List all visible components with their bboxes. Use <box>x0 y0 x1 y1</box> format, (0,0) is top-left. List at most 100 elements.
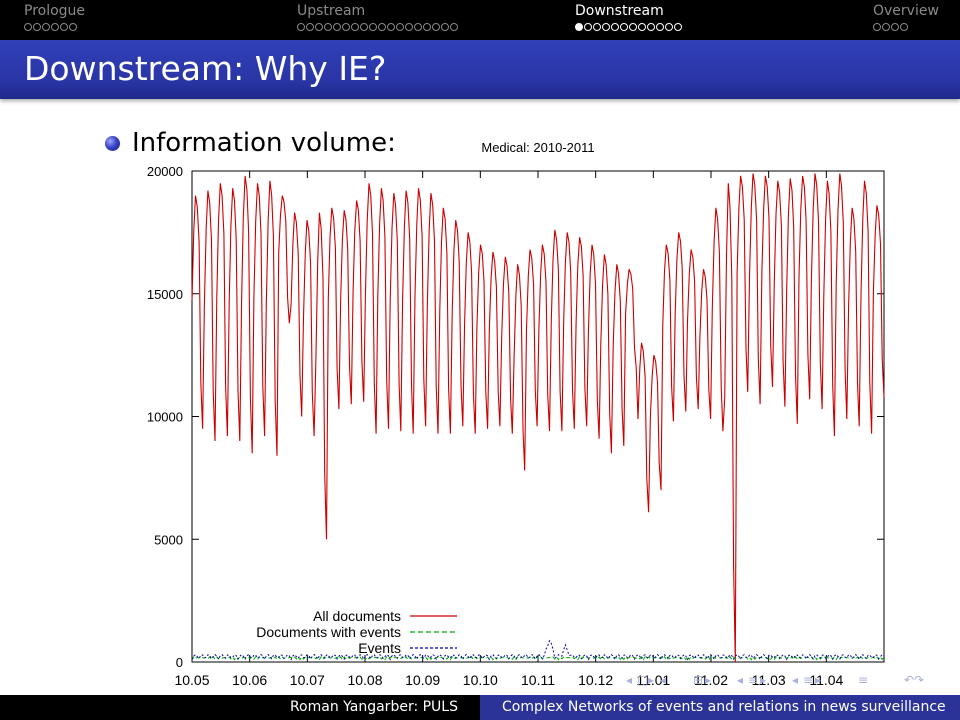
nav-symbol-icon[interactable]: ◂ <box>792 673 799 687</box>
plot-frame <box>191 170 885 663</box>
nav-section-downstream[interactable]: Downstream <box>575 3 682 31</box>
nav-symbol-icon[interactable]: □ <box>637 673 649 687</box>
nav-subsection-dot[interactable] <box>882 23 890 31</box>
nav-subsection-dot[interactable] <box>351 23 359 31</box>
nav-subsection-dot[interactable] <box>611 23 619 31</box>
nav-subsection-dot[interactable] <box>665 23 673 31</box>
nav-subsection-dot[interactable] <box>432 23 440 31</box>
bullet-text: Information volume: <box>132 128 396 158</box>
legend-label: Events <box>358 640 401 656</box>
nav-symbol-icon[interactable]: ▸ <box>815 673 822 687</box>
nav-subsection-dot[interactable] <box>891 23 899 31</box>
nav-symbol-icon[interactable]: ⊟ <box>693 673 704 687</box>
nav-subsection-dot[interactable] <box>315 23 323 31</box>
nav-subsection-dot[interactable] <box>297 23 305 31</box>
nav-subsection-dots[interactable] <box>24 23 85 31</box>
nav-subsection-dot[interactable] <box>620 23 628 31</box>
x-tick-label: 11.01 <box>636 672 670 688</box>
x-tick-label: 11.03 <box>752 672 786 688</box>
nav-subsection-dots[interactable] <box>575 23 682 31</box>
section-navigation-bar: Prologue Upstream Downstream Overview <box>0 0 960 40</box>
nav-section-prologue[interactable]: Prologue <box>24 3 85 31</box>
nav-subsection-dot[interactable] <box>575 23 583 31</box>
y-tick-label: 20000 <box>147 164 183 179</box>
nav-symbol-icon[interactable]: ↶↷ <box>904 673 925 687</box>
series-line-documents-with-events <box>191 655 885 661</box>
footer-talk-title: Complex Networks of events and relations… <box>502 699 946 715</box>
series-line-all-documents <box>191 173 885 663</box>
x-tick-label: 10.06 <box>232 672 267 688</box>
nav-subsection-dots[interactable] <box>873 23 939 31</box>
x-tick-label: 11.02 <box>694 672 728 688</box>
y-tick-label: 10000 <box>147 410 183 425</box>
nav-symbol-icon[interactable]: ≡ <box>858 673 869 687</box>
nav-section-upstream[interactable]: Upstream <box>297 3 458 31</box>
nav-symbol-icon[interactable]: ≡ <box>803 673 814 687</box>
frame-title-bar: Downstream: Why IE? <box>0 40 960 99</box>
x-tick-label: 10.08 <box>347 672 382 688</box>
nav-subsection-dot[interactable] <box>656 23 664 31</box>
x-tick-label: 10.10 <box>463 672 498 688</box>
nav-subsection-dot[interactable] <box>333 23 341 31</box>
nav-subsection-dot[interactable] <box>674 23 682 31</box>
nav-subsection-dot[interactable] <box>60 23 68 31</box>
nav-subsection-dot[interactable] <box>324 23 332 31</box>
x-tick-label: 11.04 <box>809 672 843 688</box>
nav-subsection-dot[interactable] <box>69 23 77 31</box>
nav-subsection-dot[interactable] <box>378 23 386 31</box>
x-tick-label: 10.05 <box>174 672 209 688</box>
x-tick-label: 10.11 <box>521 672 555 688</box>
nav-symbol-icon[interactable]: ▸ <box>705 673 712 687</box>
bullet-ball-icon <box>105 136 120 151</box>
footer-author-bar: Roman Yangarber: PULS <box>0 695 480 720</box>
nav-symbol-icon[interactable]: ◂ <box>660 673 667 687</box>
nav-subsection-dot[interactable] <box>414 23 422 31</box>
nav-subsection-dot[interactable] <box>42 23 50 31</box>
nav-symbol-icon[interactable]: ▸ <box>760 673 767 687</box>
footer-talk-bar: Complex Networks of events and relations… <box>480 695 960 720</box>
nav-subsection-dot[interactable] <box>593 23 601 31</box>
nav-symbol-icon[interactable]: ≡ <box>748 673 759 687</box>
nav-subsection-dot[interactable] <box>360 23 368 31</box>
frame-title: Downstream: Why IE? <box>24 49 387 88</box>
x-tick-label: 10.09 <box>405 672 440 688</box>
nav-symbol-icon[interactable]: ◂ <box>626 673 633 687</box>
nav-section-label: Prologue <box>24 3 86 19</box>
nav-subsection-dot[interactable] <box>873 23 881 31</box>
nav-subsection-dot[interactable] <box>342 23 350 31</box>
nav-subsection-dot[interactable] <box>396 23 404 31</box>
nav-subsection-dot[interactable] <box>423 23 431 31</box>
nav-subsection-dot[interactable] <box>602 23 610 31</box>
y-tick-label: 15000 <box>147 287 183 302</box>
nav-section-overview[interactable]: Overview <box>873 3 939 31</box>
nav-subsection-dot[interactable] <box>33 23 41 31</box>
nav-subsection-dot[interactable] <box>51 23 59 31</box>
nav-subsection-dot[interactable] <box>24 23 32 31</box>
nav-subsection-dot[interactable] <box>306 23 314 31</box>
nav-subsection-dot[interactable] <box>450 23 458 31</box>
nav-symbol-icon[interactable]: ▸ <box>648 673 655 687</box>
legend-label: Documents with events <box>256 624 401 640</box>
nav-subsection-dot[interactable] <box>629 23 637 31</box>
nav-subsection-dot[interactable] <box>405 23 413 31</box>
nav-subsection-dot[interactable] <box>647 23 655 31</box>
nav-subsection-dot[interactable] <box>369 23 377 31</box>
nav-subsection-dot[interactable] <box>638 23 646 31</box>
nav-subsection-dot[interactable] <box>900 23 908 31</box>
nav-subsection-dot[interactable] <box>441 23 449 31</box>
series-line-events <box>191 639 885 661</box>
nav-section-label: Downstream <box>575 3 664 19</box>
nav-subsection-dot[interactable] <box>584 23 592 31</box>
legend-label: All documents <box>313 608 401 624</box>
x-tick-label: 10.12 <box>578 672 613 688</box>
nav-subsection-dots[interactable] <box>297 23 458 31</box>
y-tick-label: 0 <box>176 655 183 670</box>
nav-symbol-icon[interactable]: ◂ <box>737 673 744 687</box>
footer-author: Roman Yangarber: PULS <box>289 699 458 715</box>
nav-subsection-dot[interactable] <box>387 23 395 31</box>
nav-section-label: Overview <box>873 3 939 19</box>
chart-title: Medical: 2010-2011 <box>481 140 594 155</box>
x-tick-label: 10.07 <box>290 672 325 688</box>
